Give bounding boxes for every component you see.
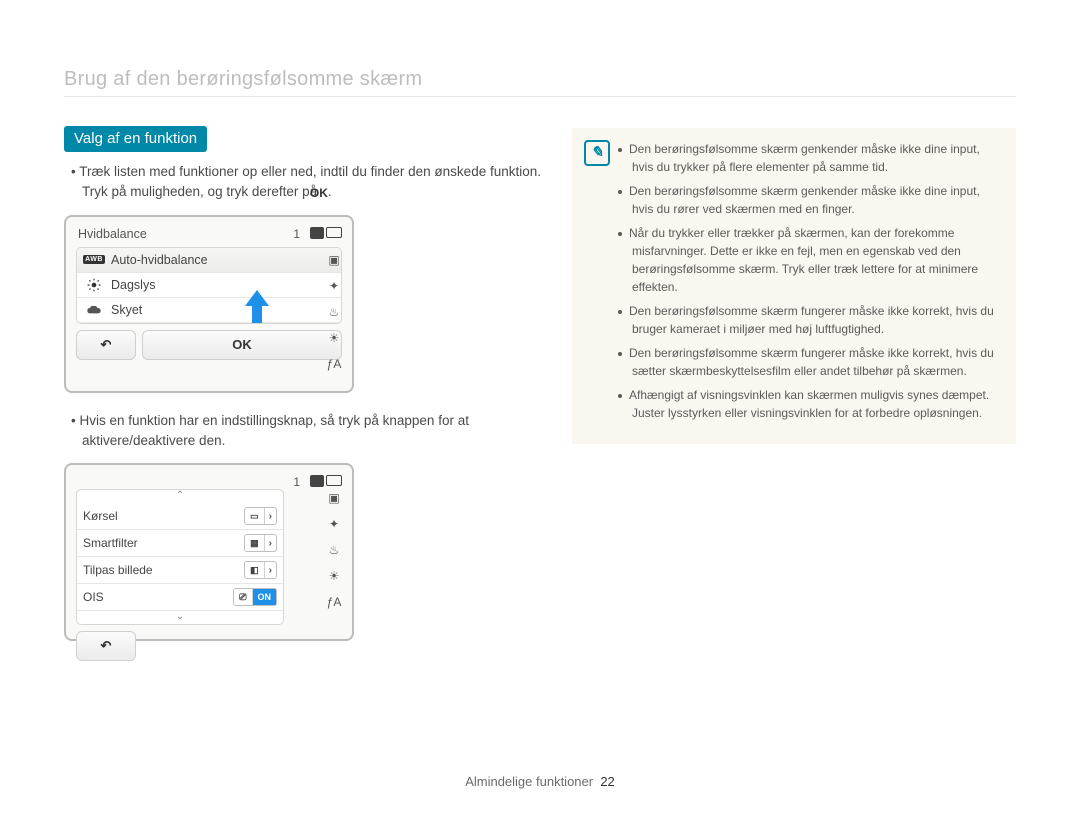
counter: 1 <box>293 227 300 241</box>
back-button[interactable]: ↶ <box>76 330 136 360</box>
ok-button[interactable]: OK <box>142 330 342 360</box>
camera-lcd-whitebalance: Hvidbalance 1 AWB Auto-hvidbalance <box>64 215 354 393</box>
sun-icon <box>85 278 103 292</box>
setting-ois[interactable]: OIS ⎚ON <box>77 584 283 611</box>
lcd-sidebar: ▣ ✦ ♨ ☀ ƒA <box>326 491 342 609</box>
drive-toggle[interactable]: ▭› <box>244 507 277 525</box>
instruction-1: Træk listen med funktioner op eller ned,… <box>64 162 554 203</box>
scroll-up-icon[interactable]: ⌃ <box>77 490 283 503</box>
note-icon: ✎ <box>584 140 610 166</box>
note-item: Den berøringsfølsomme skærm fungerer mås… <box>632 302 998 338</box>
note-item: Den berøringsfølsomme skærm genkender må… <box>632 182 998 218</box>
setting-smartfilter[interactable]: Smartfilter ▦› <box>77 530 283 557</box>
ois-icon: ♨ <box>326 543 342 557</box>
cloud-icon <box>85 303 103 317</box>
battery-icon <box>310 473 342 487</box>
star-icon: ✦ <box>326 517 342 531</box>
smartfilter-toggle[interactable]: ▦› <box>244 534 277 552</box>
note-item: Den berøringsfølsomme skærm fungerer mås… <box>632 344 998 380</box>
wb-option-auto[interactable]: AWB Auto-hvidbalance <box>77 248 341 273</box>
page-title: Brug af den berøringsfølsomme skærm <box>64 68 422 91</box>
aspect-icon: ▣ <box>326 253 342 267</box>
star-icon: ✦ <box>326 279 342 293</box>
setting-drive[interactable]: Kørsel ▭› <box>77 503 283 530</box>
ois-toggle[interactable]: ⎚ON <box>233 588 277 606</box>
wb-option-daylight[interactable]: Dagslys <box>77 273 341 298</box>
lcd-sidebar: ▣ ✦ ♨ ☀ ƒA <box>326 253 342 371</box>
setting-adjust-image[interactable]: Tilpas billede ◧› <box>77 557 283 584</box>
brightness-icon: ☀ <box>326 331 342 345</box>
wb-option-cloudy[interactable]: Skyet <box>77 298 341 323</box>
note-item: Når du trykker eller trækker på skærmen,… <box>632 224 998 296</box>
flash-auto-icon: ƒA <box>326 357 342 371</box>
awb-icon: AWB <box>85 253 103 267</box>
note-item: Afhængigt af visningsvinklen kan skærmen… <box>632 386 998 422</box>
adjust-image-toggle[interactable]: ◧› <box>244 561 277 579</box>
counter: 1 <box>293 475 300 489</box>
instruction-2: Hvis en funktion har en indstillingsknap… <box>64 411 554 452</box>
page-footer: Almindelige funktioner 22 <box>0 774 1080 789</box>
ois-icon: ♨ <box>326 305 342 319</box>
note-box: ✎ Den berøringsfølsomme skærm genkender … <box>572 128 1016 444</box>
divider <box>64 96 1016 97</box>
camera-lcd-settings: 1 ⌃ Kørsel ▭› Smartfilter ▦› Tilpas bill… <box>64 463 354 641</box>
note-item: Den berøringsfølsomme skærm genkender må… <box>632 140 998 176</box>
flash-auto-icon: ƒA <box>326 595 342 609</box>
aspect-icon: ▣ <box>326 491 342 505</box>
ok-icon: OK <box>321 184 328 202</box>
brightness-icon: ☀ <box>326 569 342 583</box>
battery-icon <box>310 225 342 239</box>
section-heading: Valg af en funktion <box>64 126 207 152</box>
scroll-down-icon[interactable]: ⌄ <box>77 611 283 624</box>
scroll-arrows-icon <box>245 290 269 324</box>
lcd-title: Hvidbalance <box>78 227 147 241</box>
back-button[interactable]: ↶ <box>76 631 136 661</box>
